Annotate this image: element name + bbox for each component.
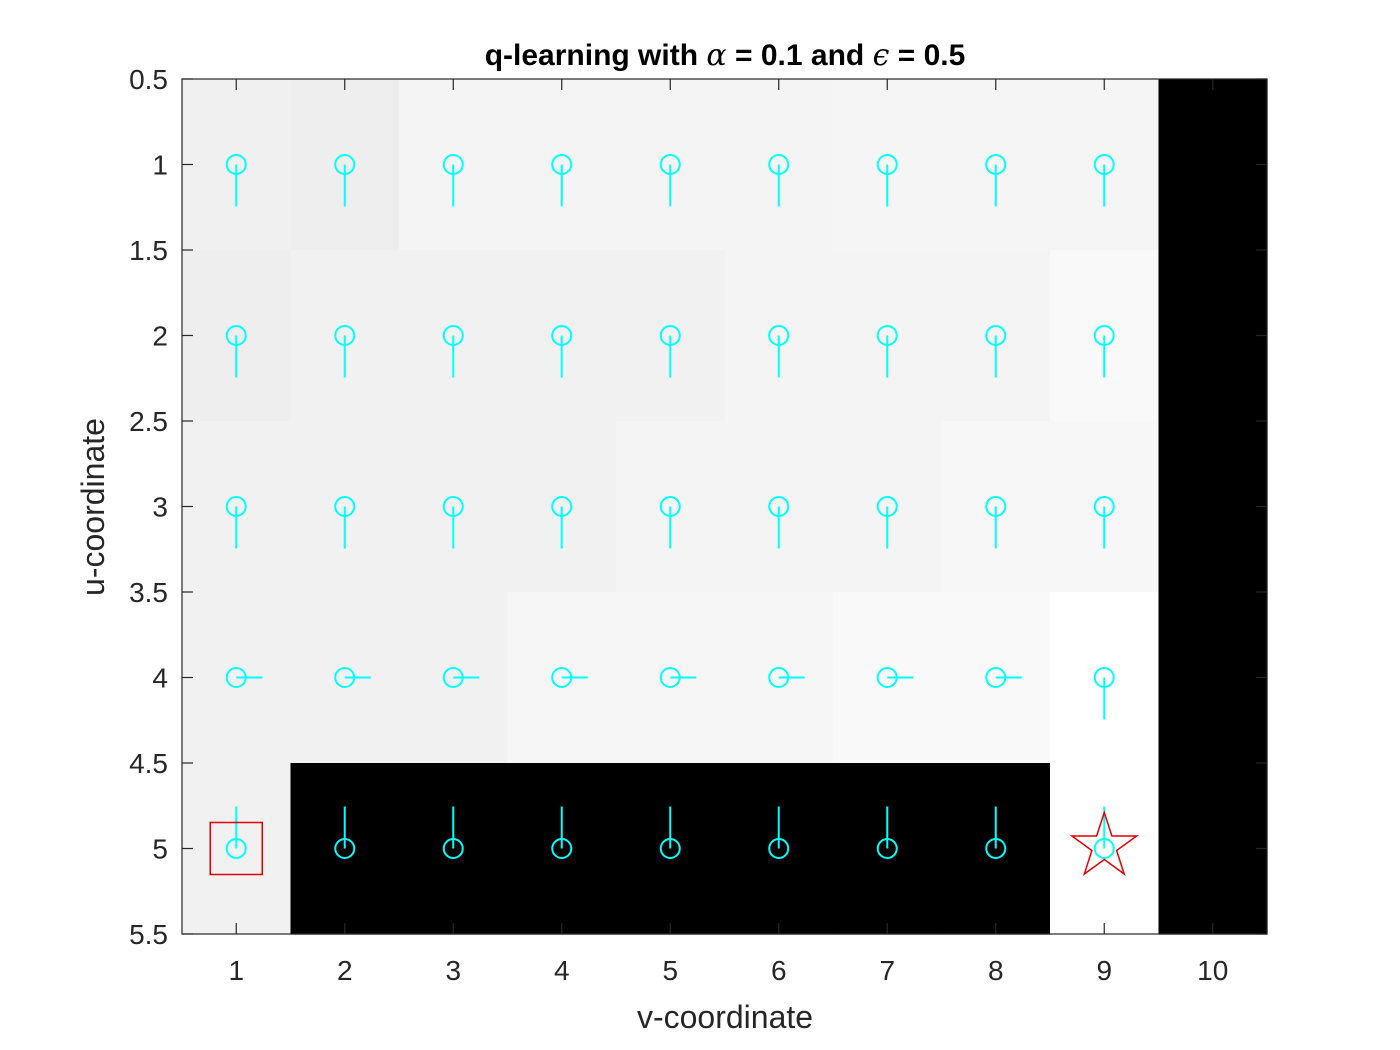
heatmap-cell — [1158, 79, 1268, 251]
policy-arrow-up — [551, 806, 573, 859]
policy-arrow-up — [225, 806, 247, 859]
policy-arrow-down — [659, 325, 681, 378]
policy-arrow-up — [985, 806, 1007, 859]
y-tick-label: 3.5 — [129, 577, 168, 608]
y-tick-label: 2 — [152, 321, 168, 352]
policy-arrow-down — [551, 496, 573, 549]
policy-arrow-down — [225, 154, 247, 207]
y-tick-label: 1 — [152, 150, 168, 181]
heatmap-cell — [1158, 421, 1268, 593]
policy-arrow-right — [551, 667, 588, 688]
heatmap-cell — [507, 763, 617, 935]
policy-arrow-down — [1093, 496, 1115, 549]
policy-arrow-down — [659, 496, 681, 549]
heatmap-cell — [616, 763, 726, 935]
x-tick-label: 9 — [1096, 955, 1112, 986]
policy-arrow-down — [876, 496, 898, 549]
policy-arrow-down — [334, 325, 356, 378]
policy-arrow-down — [768, 496, 790, 549]
policy-arrow-right — [334, 667, 371, 688]
policy-arrow-up — [659, 806, 681, 859]
policy-arrow-up — [876, 806, 898, 859]
chart-title-alpha-value: = 0.1 and — [727, 39, 873, 72]
policy-arrow-down — [1093, 325, 1115, 378]
policy-arrow-down — [768, 154, 790, 207]
policy-arrow-down — [985, 496, 1007, 549]
chart-title: q-learning with α = 0.1 and ϵ = 0.5 — [485, 38, 966, 73]
markers — [209, 810, 1139, 876]
x-tick-label: 7 — [879, 955, 895, 986]
y-tick-label: 5 — [152, 834, 168, 865]
policy-arrow-down — [1093, 667, 1115, 720]
policy-arrow-down — [768, 325, 790, 378]
epsilon-symbol: ϵ — [873, 38, 890, 73]
policy-arrow-down — [225, 496, 247, 549]
y-axis-label: u-coordinate — [75, 418, 111, 596]
goal-star-marker — [1069, 810, 1139, 876]
policy-arrow-down — [1093, 154, 1115, 207]
start-marker — [209, 821, 263, 876]
policy-arrows — [225, 154, 1115, 859]
heatmap-cell — [724, 763, 834, 935]
policy-arrow-right — [442, 667, 480, 688]
policy-arrow-down — [442, 496, 464, 549]
alpha-symbol: α — [706, 38, 726, 73]
policy-arrow-down — [876, 325, 898, 378]
heatmap-cells — [182, 79, 1268, 935]
policy-arrow-right — [985, 667, 1022, 688]
policy-arrow-down — [551, 325, 573, 378]
heatmap-cell — [1158, 763, 1268, 935]
x-tick-label: 2 — [337, 955, 353, 986]
y-tick-label: 2.5 — [129, 406, 168, 437]
x-tick-label: 6 — [771, 955, 787, 986]
x-tick-label: 5 — [662, 955, 678, 986]
heatmap-cell — [290, 763, 400, 935]
policy-arrow-down — [551, 154, 573, 207]
heatmap-cell — [1158, 592, 1268, 764]
y-tick-label: 3 — [152, 492, 168, 523]
chart-title-epsilon-value: = 0.5 — [889, 39, 965, 72]
policy-arrow-down — [334, 496, 356, 549]
heatmap-cell — [833, 763, 943, 935]
policy-arrow-up — [442, 806, 464, 859]
policy-arrow-right — [768, 667, 805, 688]
policy-arrow-right — [659, 667, 697, 688]
policy-arrow-down — [225, 325, 247, 378]
chart-title-prefix: q-learning with — [485, 39, 707, 72]
policy-arrow-right — [225, 667, 263, 688]
heatmap-cell — [399, 763, 509, 935]
policy-arrow-up — [768, 806, 790, 859]
policy-arrow-down — [334, 154, 356, 207]
x-tick-label: 8 — [988, 955, 1004, 986]
policy-arrow-right — [876, 667, 914, 688]
x-axis-label: v-coordinate — [637, 999, 813, 1035]
y-tick-label: 0.5 — [129, 64, 168, 95]
y-tick-label: 1.5 — [129, 235, 168, 266]
y-tick-label: 4.5 — [129, 748, 168, 779]
policy-arrow-down — [659, 154, 681, 207]
x-tick-label: 3 — [445, 955, 461, 986]
policy-arrow-down — [442, 154, 464, 207]
y-tick-label: 5.5 — [129, 919, 168, 950]
policy-arrow-down — [985, 325, 1007, 378]
x-tick-label: 1 — [228, 955, 244, 986]
heatmap-cell — [182, 763, 292, 935]
axes: 1 2 3 4 5 6 7 8 9 10 0.5 1 1.5 2 2.5 3 3.5 4 4.5 5 5.5 — [129, 64, 1268, 986]
y-tick-label: 4 — [152, 663, 168, 694]
heatmap-cell — [941, 763, 1051, 935]
policy-arrow-down — [442, 325, 464, 378]
x-tick-label: 10 — [1197, 955, 1228, 986]
policy-arrow-down — [985, 154, 1007, 207]
heatmap-cell — [1158, 250, 1268, 422]
policy-arrow-up — [334, 806, 356, 859]
heatmap-cell — [1050, 763, 1160, 935]
policy-arrow-down — [876, 154, 898, 207]
x-tick-label: 4 — [554, 955, 570, 986]
